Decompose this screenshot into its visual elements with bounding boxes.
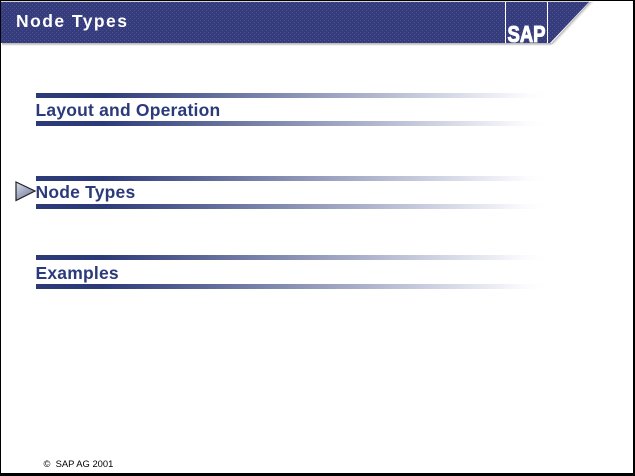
svg-text:SAP: SAP [508,21,546,47]
